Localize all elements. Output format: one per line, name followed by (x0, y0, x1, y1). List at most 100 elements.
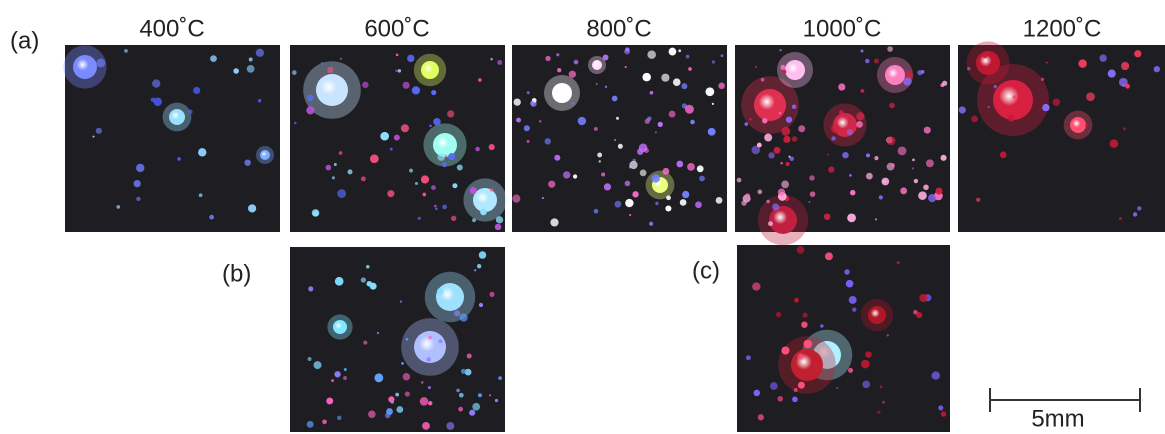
particle (331, 379, 334, 382)
particle (792, 397, 798, 403)
particle (527, 140, 530, 143)
particle (429, 125, 432, 128)
particle (475, 147, 479, 151)
particle (737, 178, 742, 183)
particle (452, 183, 457, 188)
particle (136, 164, 144, 172)
particle (900, 187, 907, 194)
particle (1000, 151, 1007, 158)
particle (438, 339, 442, 343)
particle (776, 312, 782, 318)
particle (395, 393, 399, 397)
particle (363, 341, 367, 345)
particle (210, 55, 217, 62)
particle (745, 122, 748, 125)
particle (248, 204, 256, 212)
particle-core (1072, 119, 1080, 127)
particle (458, 407, 463, 412)
particle (874, 156, 878, 160)
particle (741, 200, 746, 205)
particle (448, 153, 455, 160)
particle (321, 62, 324, 65)
particle (650, 91, 654, 95)
particle-core (262, 152, 267, 157)
particle (326, 165, 332, 171)
particle (866, 173, 873, 180)
particle (134, 180, 141, 187)
particle (780, 162, 783, 165)
particle-core (321, 79, 337, 95)
micrograph (737, 245, 950, 432)
particle (661, 74, 669, 82)
particle (682, 191, 689, 198)
particle (836, 387, 838, 389)
particle (370, 283, 377, 290)
particle (469, 410, 475, 416)
particle (625, 199, 633, 207)
particle (422, 422, 430, 430)
particle (387, 190, 394, 197)
particle (865, 59, 870, 64)
particle (421, 381, 424, 384)
particle (334, 163, 337, 166)
particle (923, 184, 929, 190)
particle-core (77, 59, 89, 71)
particle (959, 106, 966, 113)
particle (554, 155, 560, 161)
particle (1008, 115, 1015, 122)
particle (496, 216, 503, 223)
particle (797, 246, 805, 254)
particle (762, 118, 767, 123)
particle (757, 190, 762, 195)
particle (658, 122, 663, 127)
particle (1108, 70, 1116, 78)
particle (887, 136, 896, 145)
particle (615, 201, 622, 208)
particle (249, 58, 253, 62)
particle (361, 176, 366, 181)
particle (1085, 124, 1088, 127)
particle (573, 174, 577, 178)
particle (891, 163, 895, 167)
micrographs (63, 41, 1165, 432)
particle (792, 104, 797, 109)
particle (479, 303, 483, 307)
particle (477, 264, 481, 268)
particle (669, 111, 676, 118)
particle (874, 58, 879, 63)
particle (856, 112, 864, 120)
particle (374, 373, 383, 382)
particle-core (437, 137, 449, 149)
particle (434, 205, 437, 208)
particle (624, 49, 630, 55)
particle (306, 106, 314, 114)
particle (746, 355, 751, 360)
particle (599, 160, 601, 162)
particle (687, 163, 695, 171)
particle (563, 171, 570, 178)
particle (474, 269, 476, 271)
particle (442, 162, 447, 167)
particle (433, 118, 441, 126)
particle (571, 102, 574, 105)
particle (370, 154, 379, 163)
particle (233, 68, 239, 74)
particle (1041, 78, 1044, 81)
particle (451, 216, 456, 221)
particle (932, 371, 940, 379)
particle (457, 164, 463, 170)
micrograph (290, 247, 505, 432)
particle (625, 181, 631, 187)
particle (177, 157, 181, 161)
particle (479, 251, 486, 258)
particle (454, 310, 460, 316)
particle (428, 401, 432, 405)
particle (887, 46, 893, 52)
particle (1046, 62, 1048, 64)
particle (919, 294, 927, 302)
particle (921, 70, 925, 74)
particle (614, 139, 616, 141)
particle (651, 174, 660, 183)
particle (136, 197, 140, 201)
particle (647, 50, 656, 59)
